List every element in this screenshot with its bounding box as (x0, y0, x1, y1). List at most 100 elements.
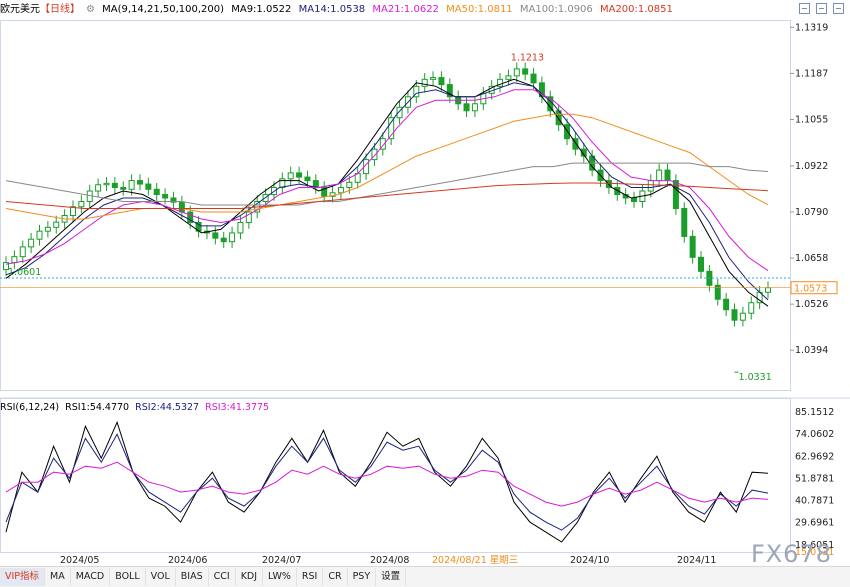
candle-body (321, 187, 328, 197)
ma-line-ma21 (5, 89, 769, 272)
candle-body (572, 138, 579, 150)
candle-body (765, 287, 771, 293)
low-marker-label: 1.0331 (739, 372, 772, 383)
rsi-tick-label: 18.6051 (795, 540, 834, 551)
date-tick-label: 2024/05 (60, 555, 99, 566)
date-tick-label: 2024/08 (370, 555, 409, 566)
tab-settings[interactable]: 设置 (376, 568, 407, 586)
rsi1-value: RSI1:54.4770 (65, 402, 130, 413)
current-price-label: 1.0573 (794, 284, 827, 295)
candle-body (714, 284, 721, 300)
candle-body (396, 106, 403, 119)
zoom-out-icon[interactable] (816, 3, 827, 14)
price-tick-label: 1.0526 (795, 299, 828, 310)
price-panel-frame (0, 20, 791, 391)
candle-body (731, 309, 738, 321)
candle-body (346, 181, 353, 189)
candle-body (371, 148, 378, 161)
candle-body (739, 312, 746, 321)
candle-body (430, 77, 437, 80)
rsi-line-rsi2 (5, 433, 769, 531)
price-tick-label: 1.0922 (795, 161, 828, 172)
tab-macd[interactable]: MACD (71, 568, 111, 586)
candle-body (162, 194, 169, 199)
candle-body (656, 169, 663, 182)
tab-vip[interactable]: VIP指标 (0, 568, 46, 586)
candle-body (513, 68, 520, 77)
ma-line-ma9 (5, 78, 769, 307)
watermark: FX678 (750, 540, 832, 568)
rsi-line-rsi1 (5, 420, 769, 543)
candle-body (698, 256, 705, 272)
candle-body (237, 221, 244, 234)
price-and-rsi-chart: 1.1319 1.1187 1.1055 1.0922 1.0790 1.0658 1.05… (0, 20, 850, 566)
tab-vol[interactable]: VOL (146, 568, 176, 586)
symbol-title: 欧元美元 (0, 4, 40, 15)
candle-body (95, 184, 102, 192)
date-tick-label: 2024/06 (168, 555, 207, 566)
candle-body (28, 238, 35, 248)
candle-body (631, 197, 638, 203)
ma50-value: MA50:1.0811 (446, 4, 513, 15)
candle-body (723, 298, 730, 311)
candle-body (463, 103, 470, 112)
candle-body (446, 84, 453, 98)
ma14-value: MA14:1.0538 (298, 4, 366, 15)
candle-body (438, 77, 445, 86)
indicator-tabs: VIP指标 MA MACD BOLL VOL BIAS CCI KDJ LW% RSI CR PSY 设… (0, 566, 850, 587)
candle-body (287, 172, 294, 180)
tab-rsi[interactable]: RSI (297, 568, 324, 586)
price-tick-label: 1.1319 (795, 22, 828, 33)
tab-ma[interactable]: MA (45, 568, 71, 586)
candle-body (672, 180, 679, 209)
tab-lw[interactable]: LW% (263, 568, 297, 586)
candle-body (3, 262, 9, 271)
candle-body (681, 207, 688, 237)
window-tools (799, 3, 844, 14)
ma-line-ma50 (5, 113, 769, 220)
candle-body (53, 221, 60, 228)
candle-body (689, 235, 696, 258)
tab-psy[interactable]: PSY (348, 568, 377, 586)
candle-body (220, 237, 227, 243)
tab-kdj[interactable]: KDJ (236, 568, 264, 586)
rsi-panel-frame (0, 398, 791, 553)
rsi-tick-label: 85.1512 (795, 407, 834, 418)
candle-body (388, 117, 395, 140)
zoom-in-icon[interactable] (799, 3, 810, 14)
candle-body (170, 197, 177, 203)
current-price-tag (790, 281, 838, 295)
candle-body (580, 148, 587, 157)
tab-boll[interactable]: BOLL (110, 568, 146, 586)
candle-body (120, 187, 127, 190)
ma-line-ma14 (5, 82, 769, 301)
candle-body (36, 230, 43, 240)
tab-cci[interactable]: CCI (209, 568, 236, 586)
candle-body (19, 246, 26, 258)
candle-body (530, 73, 537, 84)
candle-body (212, 232, 219, 239)
candle-body (413, 85, 420, 98)
candle-body (187, 211, 194, 223)
rsi-tick-label: 62.9692 (795, 451, 834, 462)
candle-body (296, 172, 303, 178)
price-tick-label: 1.0658 (795, 253, 828, 264)
ma21-value: MA21:1.0622 (372, 4, 439, 15)
left-level-label: 1.0601 (8, 267, 41, 278)
candle-body (471, 103, 478, 112)
candle-body (505, 75, 512, 80)
tab-bias[interactable]: BIAS (176, 568, 209, 586)
candle-body (421, 78, 428, 87)
period-label[interactable]: 【日线】 (40, 4, 80, 15)
candle-body (245, 211, 252, 223)
candle-body (178, 201, 185, 213)
gear-icon[interactable]: ⚙ (86, 4, 95, 15)
date-tick-label: 2024/11 (677, 555, 716, 566)
price-legend: 欧元美元【日线】 ⚙ MA(9,14,21,50,100,200) MA9:1.0… (0, 0, 790, 20)
tab-cr[interactable]: CR (323, 568, 348, 586)
candle-body (44, 226, 51, 232)
price-tick-label: 1.0790 (795, 207, 828, 218)
candle-body (145, 183, 152, 190)
maximize-icon[interactable] (833, 3, 844, 14)
